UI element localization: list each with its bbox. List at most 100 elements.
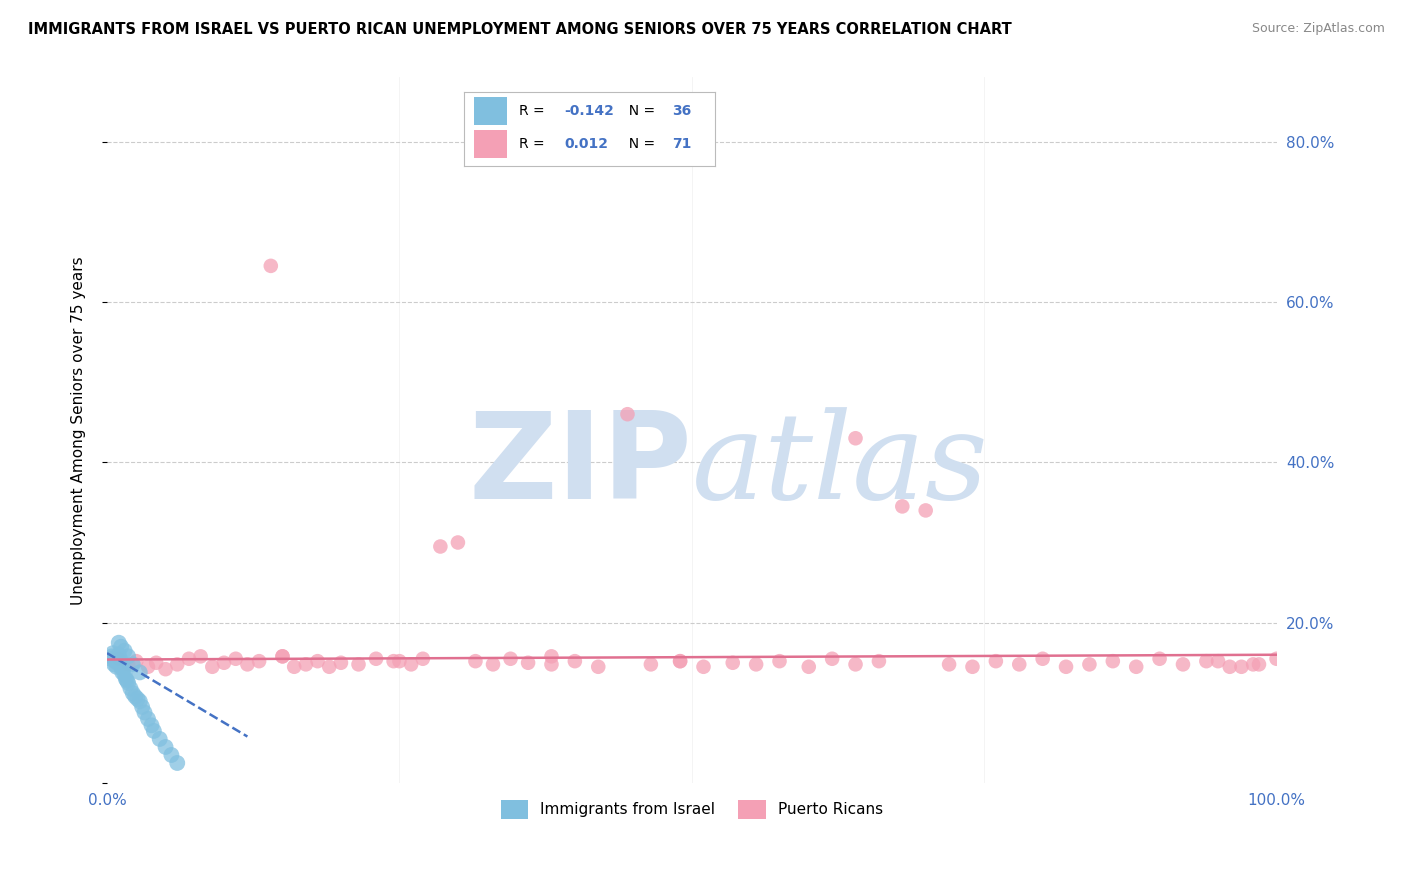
Y-axis label: Unemployment Among Seniors over 75 years: Unemployment Among Seniors over 75 years bbox=[72, 256, 86, 605]
Point bbox=[307, 654, 329, 668]
Point bbox=[125, 654, 148, 668]
Point bbox=[499, 652, 522, 666]
Point bbox=[821, 652, 844, 666]
Point bbox=[201, 660, 224, 674]
Point bbox=[1230, 660, 1253, 674]
Point bbox=[868, 654, 890, 668]
Point bbox=[692, 660, 714, 674]
Point bbox=[616, 407, 638, 421]
Point bbox=[107, 636, 129, 650]
Point bbox=[938, 657, 960, 672]
Point bbox=[962, 660, 984, 674]
Point bbox=[721, 656, 744, 670]
Point bbox=[768, 654, 790, 668]
Point bbox=[103, 657, 125, 672]
Point bbox=[107, 648, 129, 662]
Point bbox=[111, 665, 134, 680]
Point bbox=[1265, 652, 1288, 666]
Point bbox=[844, 657, 866, 672]
Point bbox=[110, 660, 132, 674]
Point bbox=[107, 652, 129, 666]
Point bbox=[110, 640, 132, 654]
Point bbox=[914, 503, 936, 517]
Point bbox=[271, 649, 294, 664]
Point bbox=[100, 649, 122, 664]
Point bbox=[131, 699, 153, 714]
Point bbox=[669, 654, 692, 668]
Point bbox=[797, 660, 820, 674]
Point bbox=[540, 649, 562, 664]
Point bbox=[117, 649, 139, 664]
Point bbox=[1206, 654, 1229, 668]
Point bbox=[564, 654, 586, 668]
Point bbox=[295, 657, 318, 672]
Point bbox=[114, 667, 136, 681]
Point bbox=[115, 673, 138, 688]
Point bbox=[127, 691, 149, 706]
Point bbox=[1101, 654, 1123, 668]
Point bbox=[464, 654, 486, 668]
Point bbox=[101, 646, 124, 660]
Point bbox=[1219, 660, 1241, 674]
Point bbox=[1195, 654, 1218, 668]
Point bbox=[399, 657, 422, 672]
Point bbox=[117, 675, 139, 690]
Point bbox=[260, 259, 283, 273]
Point bbox=[382, 654, 405, 668]
Point bbox=[128, 694, 150, 708]
Point bbox=[540, 657, 562, 672]
Point bbox=[166, 657, 188, 672]
Point bbox=[121, 686, 143, 700]
Point bbox=[120, 681, 142, 696]
Point bbox=[412, 652, 434, 666]
Point bbox=[984, 654, 1007, 668]
Point bbox=[517, 656, 540, 670]
Point bbox=[142, 723, 165, 738]
Legend: Immigrants from Israel, Puerto Ricans: Immigrants from Israel, Puerto Ricans bbox=[495, 794, 889, 825]
Text: ZIP: ZIP bbox=[468, 407, 692, 524]
Point bbox=[283, 660, 305, 674]
Point bbox=[136, 660, 159, 674]
Point bbox=[166, 756, 188, 770]
Point bbox=[318, 660, 340, 674]
Point bbox=[212, 656, 235, 670]
Point bbox=[1241, 657, 1264, 672]
Point bbox=[271, 649, 294, 664]
Point bbox=[145, 656, 167, 670]
Point bbox=[1247, 657, 1270, 672]
Point bbox=[347, 657, 370, 672]
Point bbox=[190, 649, 212, 664]
Point bbox=[640, 657, 662, 672]
Point bbox=[745, 657, 768, 672]
Point bbox=[128, 665, 150, 680]
Point bbox=[247, 654, 270, 668]
Point bbox=[388, 654, 411, 668]
Point bbox=[107, 656, 129, 670]
Point bbox=[136, 712, 159, 726]
Point bbox=[236, 657, 259, 672]
Point bbox=[105, 660, 128, 674]
Point bbox=[155, 662, 177, 676]
Point bbox=[891, 500, 914, 514]
Point bbox=[482, 657, 505, 672]
Point bbox=[117, 657, 139, 672]
Text: Source: ZipAtlas.com: Source: ZipAtlas.com bbox=[1251, 22, 1385, 36]
Point bbox=[1078, 657, 1101, 672]
Point bbox=[114, 672, 136, 686]
Point bbox=[1171, 657, 1194, 672]
Point bbox=[1149, 652, 1171, 666]
Point bbox=[141, 718, 163, 732]
Point bbox=[1125, 660, 1147, 674]
Point bbox=[134, 706, 156, 720]
Point bbox=[104, 654, 127, 668]
Point bbox=[364, 652, 387, 666]
Point bbox=[100, 652, 122, 666]
Point bbox=[429, 540, 451, 554]
Point bbox=[177, 652, 200, 666]
Point bbox=[447, 535, 470, 549]
Point bbox=[160, 747, 183, 762]
Point bbox=[330, 656, 353, 670]
Point bbox=[121, 657, 143, 672]
Text: atlas: atlas bbox=[692, 407, 988, 524]
Point bbox=[844, 431, 866, 445]
